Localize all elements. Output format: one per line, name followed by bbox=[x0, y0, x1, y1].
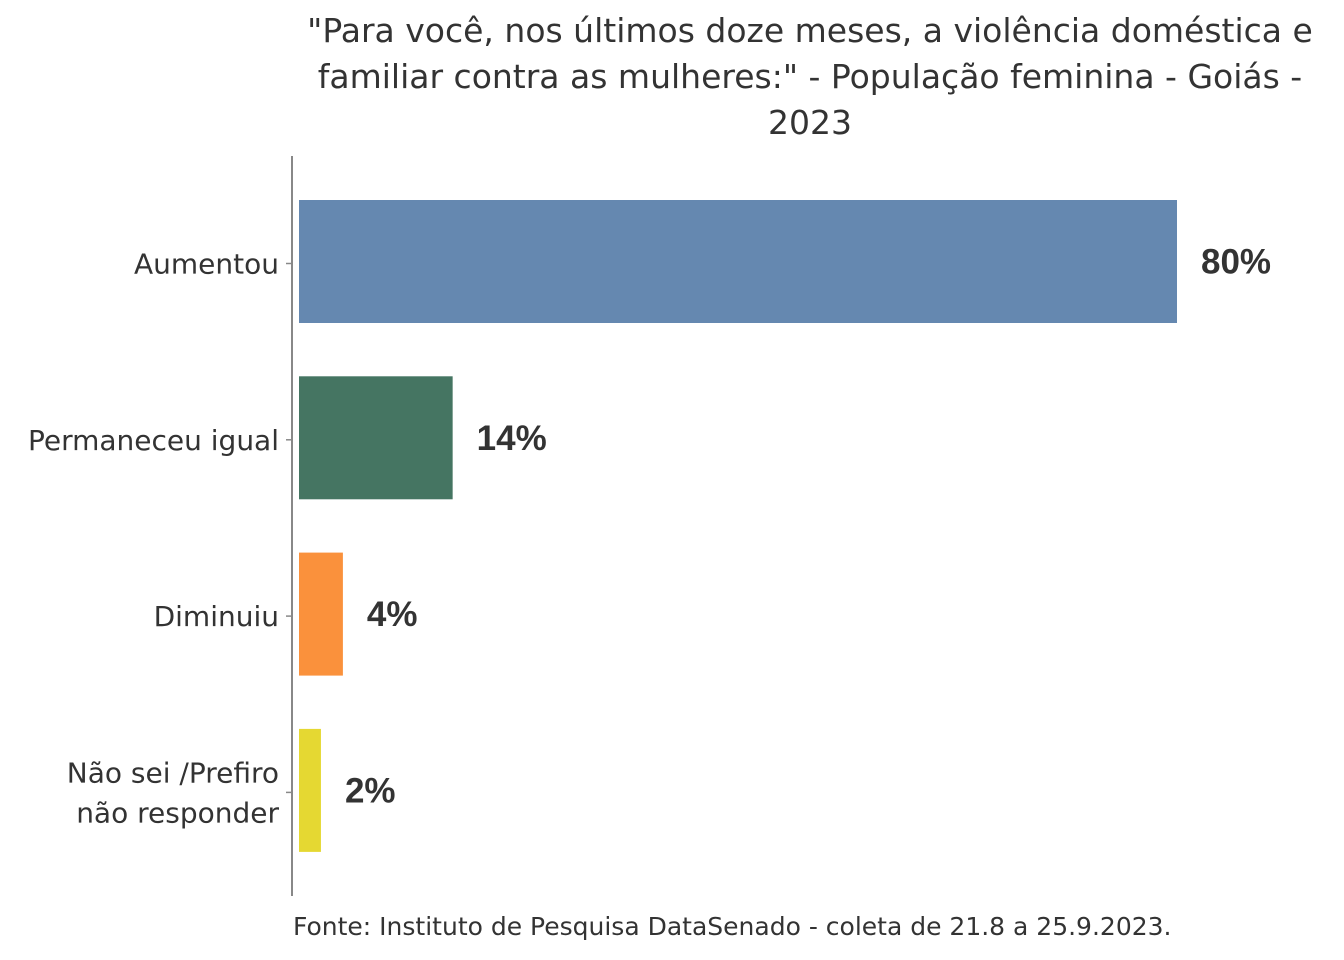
title-line: familiar contra as mulheres:" - Populaçã… bbox=[317, 57, 1303, 96]
data-label: 2% bbox=[345, 771, 396, 810]
bar bbox=[299, 728, 321, 852]
data-label: 4% bbox=[367, 595, 418, 634]
y-tick-label: Não sei /Prefiro bbox=[67, 756, 279, 789]
bar bbox=[299, 376, 453, 500]
y-tick-label: não responder bbox=[76, 796, 279, 829]
bar bbox=[299, 200, 1177, 323]
data-label: 80% bbox=[1201, 243, 1271, 282]
source-caption: Fonte: Instituto de Pesquisa DataSenado … bbox=[293, 912, 1172, 941]
chart-title: "Para você, nos últimos doze meses, a vi… bbox=[280, 8, 1340, 146]
title-line: 2023 bbox=[768, 103, 852, 142]
y-tick-label: Diminuiu bbox=[154, 600, 279, 633]
data-label: 14% bbox=[477, 419, 547, 458]
y-tick-label: Aumentou bbox=[134, 248, 279, 281]
y-tick-label: Permaneceu igual bbox=[28, 424, 279, 457]
title-line: "Para você, nos últimos doze meses, a vi… bbox=[307, 11, 1313, 50]
bar bbox=[299, 552, 343, 676]
